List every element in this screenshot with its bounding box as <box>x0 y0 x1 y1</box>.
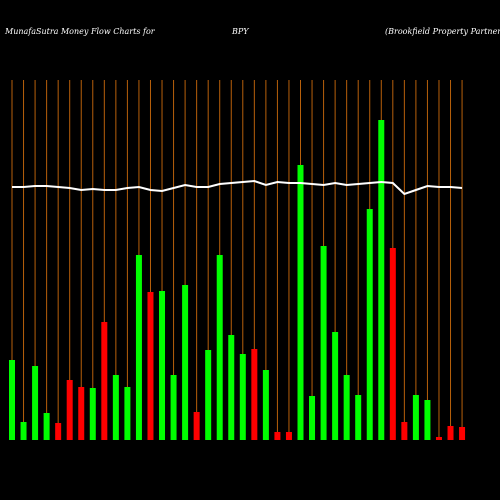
chart-title: MunafaSutra Money Flow Charts for <box>4 27 156 36</box>
bar <box>32 366 39 440</box>
bar <box>147 292 154 440</box>
bar <box>424 400 431 440</box>
bar <box>309 396 316 440</box>
bar <box>274 432 281 440</box>
bar <box>78 387 85 440</box>
bar <box>170 375 177 440</box>
bar <box>366 209 373 440</box>
bar <box>101 322 108 440</box>
bar <box>412 395 419 440</box>
bar <box>285 432 292 440</box>
bar <box>159 291 166 440</box>
bar <box>135 255 142 440</box>
bar <box>401 422 408 440</box>
money-flow-line <box>12 179 463 196</box>
bar <box>112 375 119 440</box>
bar <box>447 426 454 440</box>
bar <box>459 427 466 440</box>
chart-subtitle: (Brookfield Property Partners L.P. <box>385 27 500 36</box>
bar <box>378 120 385 440</box>
bar <box>216 255 223 440</box>
bar <box>239 354 246 440</box>
bar <box>193 412 200 440</box>
bar <box>43 413 50 440</box>
bar <box>20 422 27 440</box>
bar <box>89 388 96 440</box>
bar <box>205 350 212 440</box>
bar <box>66 380 73 440</box>
bar <box>297 165 304 440</box>
bar <box>355 395 362 440</box>
chart-symbol: BPY <box>231 27 249 36</box>
bar <box>182 285 189 440</box>
bar <box>320 246 327 440</box>
bar <box>9 360 15 440</box>
bar <box>389 248 396 440</box>
bar <box>262 370 269 440</box>
bar <box>251 349 258 440</box>
bar <box>332 332 339 440</box>
bar <box>228 335 235 440</box>
bar <box>343 375 350 440</box>
bar <box>435 437 442 440</box>
bar <box>55 423 62 440</box>
bar <box>124 387 131 440</box>
